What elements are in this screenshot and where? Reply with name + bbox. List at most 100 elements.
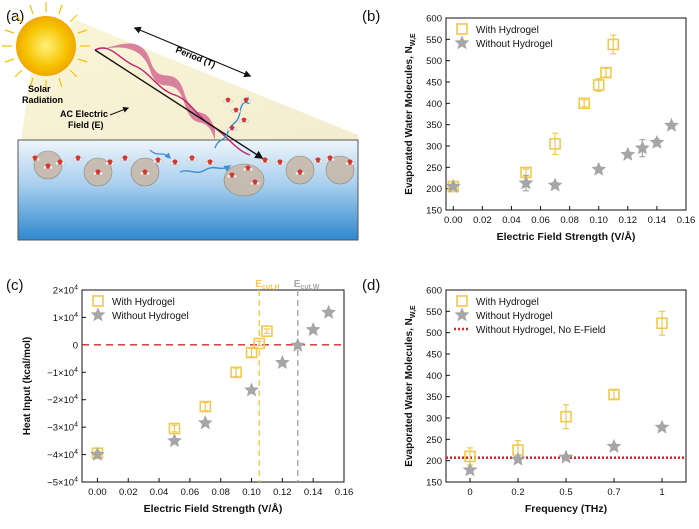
data-point-without-hydrogel xyxy=(620,146,636,161)
data-point-without-hydrogel xyxy=(510,451,526,466)
data-point-without-hydrogel xyxy=(547,177,563,192)
solar-label-1: Solar xyxy=(28,84,51,94)
data-point-with-hydrogel xyxy=(592,79,605,91)
x-tick-label: 0.10 xyxy=(589,215,608,226)
data-point-without-hydrogel xyxy=(591,161,607,176)
legend-label: With Hydrogel xyxy=(476,25,539,36)
data-point-without-hydrogel xyxy=(654,419,670,434)
data-point-with-hydrogel xyxy=(464,450,476,463)
x-tick-label: 0.7 xyxy=(607,487,620,498)
data-point-without-hydrogel xyxy=(274,354,290,369)
hydrogel-particles xyxy=(33,150,355,197)
data-point-with-hydrogel xyxy=(607,38,620,51)
data-point-with-hydrogel xyxy=(608,388,620,401)
legend-marker xyxy=(456,23,468,35)
data-point-without-hydrogel xyxy=(558,449,574,464)
chart-c: 0.00 0.02 0.04 0.06 0.08 0.10 0.12 0.14 0.16 −5×1… xyxy=(22,279,353,515)
plot-frame xyxy=(81,289,345,483)
y-tick-label: 0 xyxy=(73,340,78,351)
legend-marker xyxy=(456,295,468,307)
data-point-with-hydrogel xyxy=(261,325,273,337)
data-point-with-hydrogel xyxy=(253,337,266,350)
plot-frame xyxy=(445,17,687,211)
data-point-without-hydrogel xyxy=(606,438,622,453)
panel-b-label: (b) xyxy=(362,8,381,25)
y-tick-label: 450 xyxy=(426,350,442,361)
y-tick-label: 350 xyxy=(426,392,442,403)
sunlight-beam xyxy=(20,20,358,150)
x-tick-label: 0.5 xyxy=(559,487,572,498)
data-point-without-hydrogel xyxy=(305,321,321,337)
legend-label: Without Hydrogel, No E-Field xyxy=(476,325,606,336)
data-point-without-hydrogel xyxy=(634,140,650,155)
x-axis-label: Electric Field Strength (V/Å) xyxy=(144,502,283,515)
y-tick-label: 450 xyxy=(426,78,442,89)
data-point-without-hydrogel xyxy=(167,433,182,448)
data-point-without-hydrogel xyxy=(290,337,306,352)
legend-marker xyxy=(454,35,470,50)
data-point-with-hydrogel xyxy=(549,138,561,150)
x-tick-label: 0.00 xyxy=(88,487,107,498)
y-tick-label: −5×104 xyxy=(47,477,78,489)
data-point-with-hydrogel xyxy=(656,317,668,330)
data-point-without-hydrogel xyxy=(462,462,478,477)
water-container xyxy=(17,139,359,241)
water-molecule-icon xyxy=(30,97,355,186)
y-tick-label: 150 xyxy=(426,478,442,489)
y-tick-label: 500 xyxy=(426,328,442,339)
legend-label: Without Hydrogel xyxy=(476,39,553,50)
y-tick-label: 550 xyxy=(426,35,442,46)
y-tick-label: −2×104 xyxy=(47,394,78,406)
panel-d-label: (d) xyxy=(362,277,381,294)
x-tick-label: 0.00 xyxy=(444,215,463,226)
y-tick-label: 1×104 xyxy=(53,312,78,324)
y-tick-label: 400 xyxy=(426,371,442,382)
y-tick-label: 250 xyxy=(426,163,442,174)
data-point-with-hydrogel xyxy=(560,410,572,423)
data-point-without-hydrogel xyxy=(518,175,534,190)
y-tick-label: 2×104 xyxy=(53,285,78,297)
data-point-without-hydrogel xyxy=(649,134,665,149)
y-tick-label: 150 xyxy=(426,206,442,217)
x-tick-label: 0.16 xyxy=(677,215,696,226)
legend-label: With Hydrogel xyxy=(476,297,539,308)
data-point-without-hydrogel xyxy=(664,117,679,132)
y-tick-label: 350 xyxy=(426,120,442,131)
vapor-arrow-icon-3 xyxy=(149,149,171,159)
legend-marker xyxy=(454,307,470,322)
x-tick-label: 1 xyxy=(659,487,664,498)
cutoff-label: Ecut,W xyxy=(294,279,320,291)
legend-marker xyxy=(92,295,104,307)
y-tick-label: −1×104 xyxy=(47,367,78,379)
solar-label-2: Radiation xyxy=(22,95,63,105)
x-axis-label: Electric Field Strength (V/Å) xyxy=(497,230,636,243)
data-point-with-hydrogel xyxy=(199,400,212,413)
y-tick-label: 500 xyxy=(426,56,442,67)
x-tick-label: 0.08 xyxy=(560,215,579,226)
data-point-with-hydrogel xyxy=(578,97,590,110)
data-point-without-hydrogel xyxy=(445,178,461,193)
data-point-without-hydrogel xyxy=(244,382,259,397)
panel-c-label: (c) xyxy=(6,277,24,294)
x-tick-label: 0.12 xyxy=(619,215,638,226)
y-tick-label: 400 xyxy=(426,99,442,110)
x-tick-label: 0.10 xyxy=(242,487,261,498)
data-point-without-hydrogel xyxy=(197,415,213,430)
x-tick-label: 0.2 xyxy=(511,487,524,498)
x-tick-label: 0.06 xyxy=(531,215,550,226)
y-tick-label: −3×104 xyxy=(47,422,78,434)
y-tick-label: −4×104 xyxy=(47,449,78,461)
legend-marker xyxy=(90,307,106,322)
field-label-1: AC Electric xyxy=(60,109,108,119)
y-axis-label: Heat Input (kcal/mol) xyxy=(22,337,33,435)
chart-d: 0 0.2 0.5 0.7 1 150 200 250 300 350 400 450 500 550 60… xyxy=(404,286,687,515)
x-tick-label: 0.02 xyxy=(119,487,138,498)
chart-b: 0.00 0.02 0.04 0.06 0.08 0.10 0.12 0.14 0.16 150 2… xyxy=(404,14,696,244)
y-axis-label: Evaporated Water Molecules, NW,E xyxy=(404,33,417,195)
data-point-without-hydrogel xyxy=(90,446,105,461)
x-tick-label: 0.08 xyxy=(211,487,230,498)
y-tick-label: 250 xyxy=(426,435,442,446)
x-tick-label: 0.04 xyxy=(502,215,521,226)
field-label-2: Field (E) xyxy=(68,120,104,130)
wave-icon xyxy=(94,26,264,159)
